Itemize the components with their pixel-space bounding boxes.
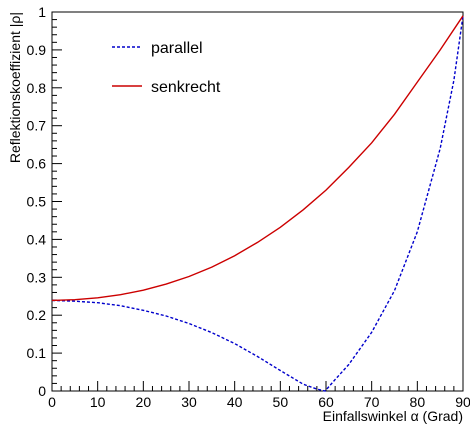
y-tick-label: 0.4 (27, 231, 47, 247)
x-tick-label: 60 (318, 394, 334, 410)
legend-label-senkrecht: senkrecht (151, 79, 221, 96)
y-tick-label: 0.3 (27, 269, 47, 285)
x-tick-label: 90 (455, 394, 470, 410)
x-tick-label: 50 (273, 394, 289, 410)
series-line-senkrecht (51, 15, 464, 302)
x-tick-label: 70 (364, 394, 380, 410)
y-tick-label: 1 (38, 4, 46, 20)
y-axis-title: Reflektionskoeffizient |ρ| (7, 12, 23, 163)
y-tick-label: 0.5 (27, 194, 47, 210)
y-tick-label: 0.6 (27, 156, 47, 172)
y-tick-label: 0 (38, 383, 46, 399)
series-line-parallel (51, 15, 464, 392)
y-axis-ticks: 0 0.1 0.2 0.3 0.4 0.5 0.6 0.7 0.8 0.9 1 (27, 4, 62, 399)
plot-frame (51, 11, 464, 392)
y-tick-label: 0.9 (27, 42, 47, 58)
x-tick-label: 30 (181, 394, 197, 410)
y-tick-label: 0.2 (27, 307, 47, 323)
x-axis-title: Einfallswinkel α (Grad) (323, 408, 463, 424)
x-tick-label: 10 (90, 394, 106, 410)
y-tick-label: 0.7 (27, 118, 47, 134)
x-tick-label: 40 (227, 394, 243, 410)
y-tick-label: 0.1 (27, 345, 47, 361)
legend-label-parallel: parallel (151, 40, 203, 57)
series-layer (51, 15, 464, 392)
x-tick-label: 80 (410, 394, 426, 410)
y-tick-label: 0.8 (27, 80, 47, 96)
x-tick-label: 20 (136, 394, 152, 410)
x-tick-label: 0 (48, 394, 56, 410)
legend: parallel senkrecht (112, 40, 221, 96)
x-axis-ticks: 0 10 20 30 40 50 60 70 80 90 (48, 381, 470, 410)
